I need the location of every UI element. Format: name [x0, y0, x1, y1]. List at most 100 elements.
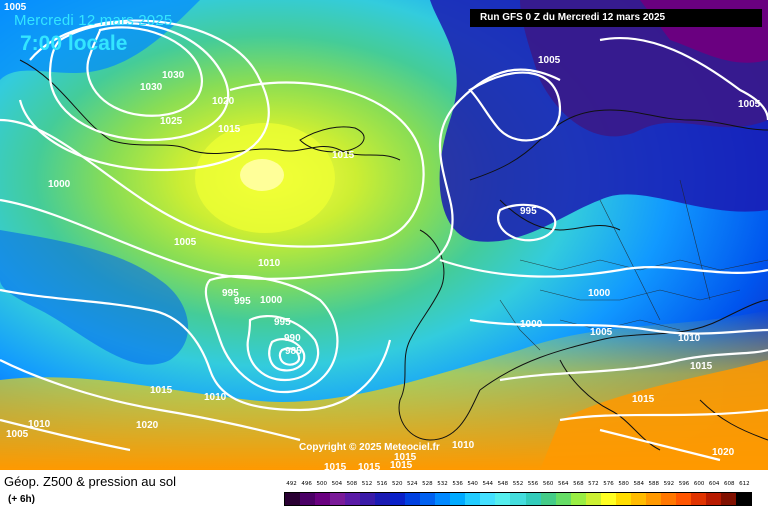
- scale-swatch: [675, 493, 691, 505]
- isobar-label: 1000: [588, 288, 611, 299]
- scale-value-label: 544: [482, 481, 494, 487]
- isobar-label: 1015: [632, 394, 655, 405]
- scale-value-label: 500: [316, 481, 327, 487]
- scale-value-label: 512: [361, 481, 373, 487]
- scale-value-label: 596: [678, 481, 690, 487]
- isobar-label: 1015: [390, 460, 413, 470]
- isobar-label: 1030: [140, 82, 163, 93]
- isobar-label: 1010: [28, 419, 51, 430]
- isobar-labels: 1030 1030 1020 1025 1015 1015 1000 1005 …: [4, 2, 761, 470]
- scale-value-label: 496: [301, 481, 312, 487]
- scale-value-label: 604: [708, 481, 720, 487]
- scale-value-label: 508: [346, 481, 358, 487]
- scale-value-label: 524: [407, 481, 418, 487]
- scale-swatch: [630, 493, 646, 505]
- isobar-label: 1005: [738, 99, 761, 110]
- isobar-label: 1020: [136, 420, 159, 431]
- scale-value-label: 592: [663, 481, 675, 487]
- isobar-label: 1010: [258, 258, 281, 269]
- scale-swatch: [600, 493, 616, 505]
- scale-swatch: [540, 493, 556, 505]
- scale-swatch: [495, 493, 511, 505]
- scale-swatch: [465, 493, 481, 505]
- scale-swatch: [720, 493, 736, 505]
- isobar-label: 990: [284, 333, 301, 344]
- isobar-label: 1005: [6, 429, 29, 440]
- scale-value-label: 600: [693, 481, 705, 487]
- isobar-label: 1025: [160, 116, 183, 127]
- isobar-label: 1005: [174, 237, 197, 248]
- color-scale-swatches: [284, 492, 752, 506]
- scale-swatch: [510, 493, 526, 505]
- scale-swatch: [450, 493, 466, 505]
- scale-swatch: [585, 493, 601, 505]
- scale-value-label: 580: [618, 481, 629, 487]
- scale-value-label: 528: [422, 481, 433, 487]
- scale-swatch: [330, 493, 346, 505]
- scale-value-label: 520: [391, 481, 403, 487]
- isobar-label: 1005: [4, 2, 27, 13]
- isobar-label: 1000: [48, 179, 71, 190]
- scale-swatch: [645, 493, 661, 505]
- scale-value-label: 536: [452, 481, 463, 487]
- scale-value-label: 492: [286, 481, 297, 487]
- isobar-label: 1010: [204, 392, 227, 403]
- isobars: [0, 19, 768, 462]
- scale-value-label: 568: [573, 481, 584, 487]
- scale-swatch: [570, 493, 586, 505]
- isobar-label: 1015: [690, 361, 713, 372]
- scale-value-label: 556: [527, 481, 539, 487]
- isobar-label: 1030: [162, 70, 185, 81]
- scale-value-label: 548: [497, 481, 509, 487]
- isobar-label: 995: [520, 206, 537, 217]
- isobar-label: 1005: [538, 55, 561, 66]
- weather-map: 1030 1030 1020 1025 1015 1015 1000 1005 …: [0, 0, 768, 470]
- isobar-label: 995: [274, 317, 291, 328]
- isobar-label: 1010: [678, 333, 701, 344]
- scale-swatch: [285, 493, 301, 505]
- scale-value-label: 612: [739, 481, 750, 487]
- map-svg: 1030 1030 1020 1025 1015 1015 1000 1005 …: [0, 0, 768, 470]
- isobar-label: 1000: [520, 319, 543, 330]
- isobar-label: 995: [222, 288, 239, 299]
- isobar-label: 1020: [712, 447, 735, 458]
- scale-swatch: [420, 493, 436, 505]
- isobar-label: 1020: [212, 96, 235, 107]
- isobar-label: 1010: [452, 440, 475, 451]
- coastlines: [19, 59, 768, 451]
- scale-value-label: 608: [724, 481, 735, 487]
- color-scale-labels: 492 496 500 504 508 512 516 520 524 528 532 536 540 5…: [284, 478, 752, 490]
- scale-value-label: 552: [512, 481, 524, 487]
- isobar-label: 1015: [358, 462, 381, 470]
- isobar-label: 1015: [332, 150, 355, 161]
- color-scale: 492 496 500 504 508 512 516 520 524 528 532 536 540 5…: [284, 478, 752, 508]
- isobar-label: 985: [285, 346, 302, 357]
- scale-swatch: [555, 493, 571, 505]
- scale-swatch: [405, 493, 421, 505]
- isobar-label: 1005: [590, 327, 613, 338]
- map-local-time: 7:00 locale: [20, 32, 128, 55]
- scale-swatch: [735, 493, 751, 505]
- isobar-label: 995: [234, 296, 251, 307]
- forecast-offset: (+ 6h): [8, 494, 35, 505]
- scale-swatch: [480, 493, 496, 505]
- scale-value-label: 584: [633, 481, 644, 487]
- scale-value-label: 564: [557, 481, 569, 487]
- copyright-notice: Copyright © 2025 Meteociel.fr: [299, 442, 440, 453]
- isobar-label: 1000: [260, 295, 283, 306]
- scale-swatch: [300, 493, 316, 505]
- isobar-label: 1015: [324, 462, 347, 470]
- scale-value-label: 588: [648, 481, 660, 487]
- scale-swatch: [525, 493, 541, 505]
- scale-swatch: [690, 493, 706, 505]
- isobar-label: 1015: [218, 124, 241, 135]
- scale-swatch: [345, 493, 361, 505]
- isobar-label: 1015: [394, 452, 417, 463]
- model-run-label: Run GFS 0 Z du Mercredi 12 mars 2025: [470, 9, 762, 27]
- scale-value-label: 560: [542, 481, 554, 487]
- scale-swatch: [360, 493, 376, 505]
- scale-swatch: [315, 493, 331, 505]
- legend-title: Géop. Z500 & pression au sol: [4, 474, 176, 489]
- scale-value-label: 504: [331, 481, 343, 487]
- scale-value-label: 572: [588, 481, 599, 487]
